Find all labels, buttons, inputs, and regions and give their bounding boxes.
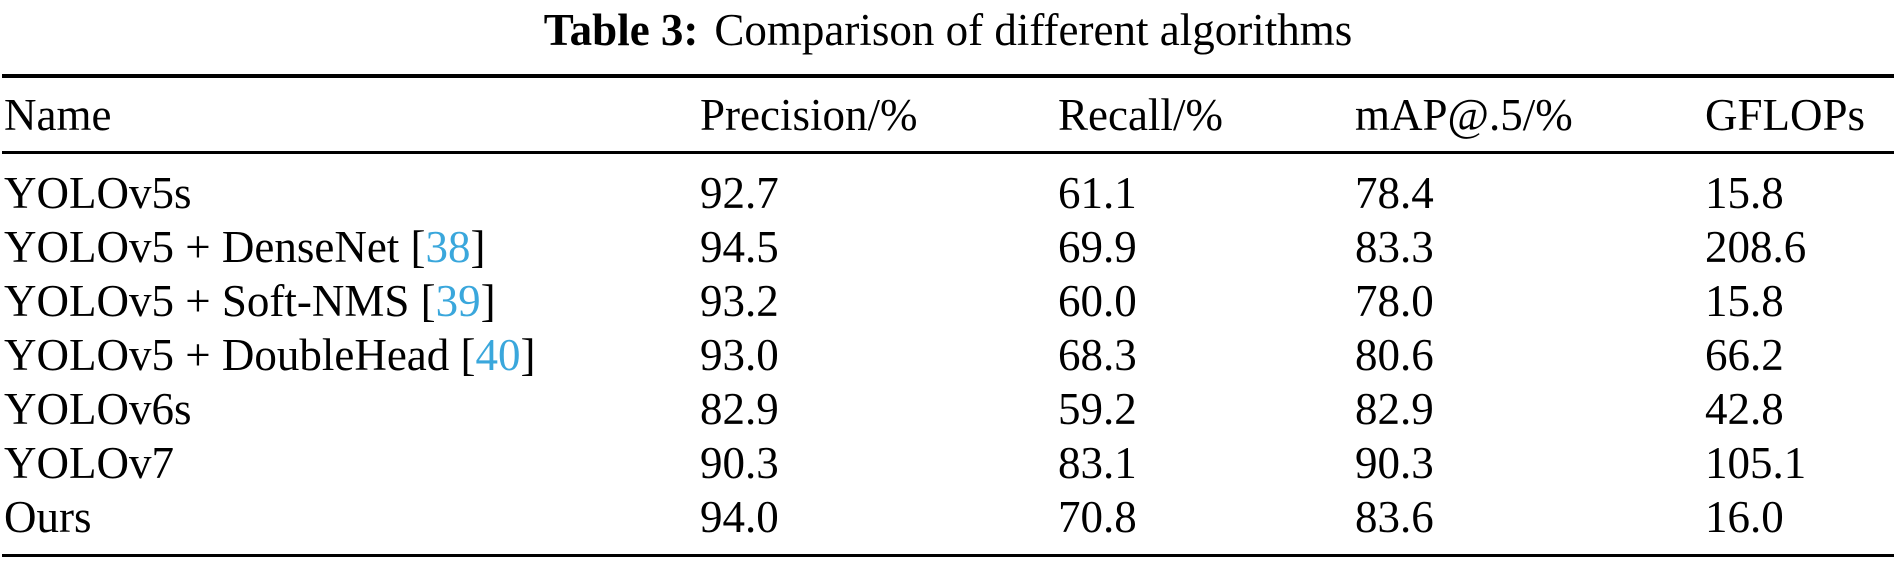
map-cell: 78.4 <box>1355 168 1434 218</box>
table-caption-text: Comparison of different algorithms <box>714 5 1353 55</box>
name-cell: YOLOv6s <box>2 382 700 436</box>
precision-cell: 94.0 <box>700 492 779 542</box>
recall-cell: 83.1 <box>1058 438 1137 488</box>
algorithm-name: YOLOv6s <box>4 384 192 434</box>
column-header-map: mAP@.5/% <box>1355 76 1705 154</box>
gflops-cell: 105.1 <box>1705 438 1807 488</box>
gflops-cell: 16.0 <box>1705 492 1784 542</box>
table-caption: Table 3: Comparison of different algorith… <box>0 0 1896 58</box>
gflops-cell: 208.6 <box>1705 222 1807 272</box>
name-cell: YOLOv5s <box>2 153 700 221</box>
name-cell: YOLOv7 <box>2 436 700 490</box>
table-row: YOLOv7 90.3 83.1 90.3 105.1 <box>2 436 1894 490</box>
table-row: YOLOv5 + DenseNet [38] 94.5 69.9 83.3 20… <box>2 220 1894 274</box>
name-cell: YOLOv5 + DenseNet [38] <box>2 220 700 274</box>
algorithm-name: YOLOv5s <box>4 168 192 218</box>
precision-cell: 82.9 <box>700 384 779 434</box>
gflops-cell: 15.8 <box>1705 168 1784 218</box>
header-row: Name Precision/% Recall/% mAP@.5/% GFLOP… <box>2 76 1894 154</box>
column-header-precision: Precision/% <box>700 76 1058 154</box>
recall-cell: 61.1 <box>1058 168 1137 218</box>
algorithm-name: Ours <box>4 492 92 542</box>
recall-cell: 60.0 <box>1058 276 1137 326</box>
precision-cell: 92.7 <box>700 168 779 218</box>
table-row: Ours 94.0 70.8 83.6 16.0 <box>2 490 1894 556</box>
name-cell: Ours <box>2 490 700 556</box>
recall-cell: 69.9 <box>1058 222 1137 272</box>
table-row: YOLOv5 + Soft-NMS [39] 93.2 60.0 78.0 15… <box>2 274 1894 328</box>
column-header-name: Name <box>2 76 700 154</box>
map-cell: 83.6 <box>1355 492 1434 542</box>
citation-bracket: ] <box>480 276 496 326</box>
gflops-cell: 42.8 <box>1705 384 1784 434</box>
table-caption-label: Table 3: <box>543 5 699 55</box>
citation-link[interactable]: 38 <box>425 222 471 272</box>
name-cell: YOLOv5 + DoubleHead [40] <box>2 328 700 382</box>
algorithm-name: YOLOv7 <box>4 438 174 488</box>
recall-cell: 68.3 <box>1058 330 1137 380</box>
precision-cell: 90.3 <box>700 438 779 488</box>
citation-bracket: ] <box>470 222 486 272</box>
algorithm-name: YOLOv5 + DenseNet [ <box>4 222 426 272</box>
table-row: YOLOv5 + DoubleHead [40] 93.0 68.3 80.6 … <box>2 328 1894 382</box>
gflops-cell: 66.2 <box>1705 330 1784 380</box>
recall-cell: 59.2 <box>1058 384 1137 434</box>
name-cell: YOLOv5 + Soft-NMS [39] <box>2 274 700 328</box>
column-header-gflops: GFLOPs <box>1705 76 1894 154</box>
table-row: YOLOv5s 92.7 61.1 78.4 15.8 <box>2 153 1894 221</box>
algorithm-name: YOLOv5 + DoubleHead [ <box>4 330 476 380</box>
comparison-table: Name Precision/% Recall/% mAP@.5/% GFLOP… <box>2 74 1894 557</box>
gflops-cell: 15.8 <box>1705 276 1784 326</box>
precision-cell: 93.0 <box>700 330 779 380</box>
map-cell: 82.9 <box>1355 384 1434 434</box>
map-cell: 80.6 <box>1355 330 1434 380</box>
algorithm-name: YOLOv5 + Soft-NMS [ <box>4 276 436 326</box>
map-cell: 83.3 <box>1355 222 1434 272</box>
citation-link[interactable]: 39 <box>435 276 481 326</box>
precision-cell: 94.5 <box>700 222 779 272</box>
map-cell: 78.0 <box>1355 276 1434 326</box>
column-header-recall: Recall/% <box>1058 76 1355 154</box>
table-row: YOLOv6s 82.9 59.2 82.9 42.8 <box>2 382 1894 436</box>
precision-cell: 93.2 <box>700 276 779 326</box>
citation-bracket: ] <box>520 330 536 380</box>
recall-cell: 70.8 <box>1058 492 1137 542</box>
map-cell: 90.3 <box>1355 438 1434 488</box>
citation-link[interactable]: 40 <box>475 330 521 380</box>
